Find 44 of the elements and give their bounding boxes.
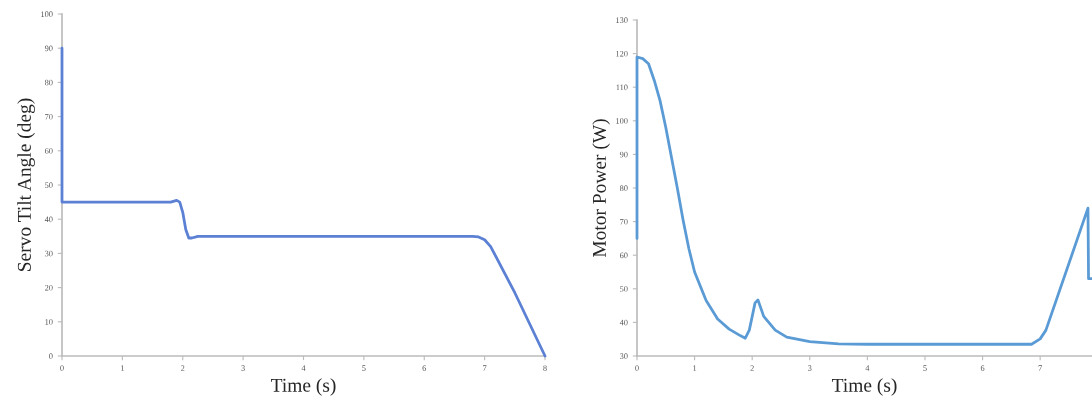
y-tick-label: 40	[44, 216, 53, 223]
x-tick-label: 8	[543, 365, 547, 371]
x-tick-label: 0	[635, 365, 639, 371]
y-tick-label: 60	[620, 252, 628, 259]
x-tick-label: 4	[865, 365, 870, 371]
y-tick-label: 30	[620, 353, 628, 359]
y-tick-label: 10	[45, 319, 53, 325]
y-tick-label: 90	[44, 45, 53, 52]
x-tick-label: 0	[60, 365, 64, 371]
x-tick-label: 6	[980, 365, 985, 371]
y-tick-label: 90	[619, 151, 628, 158]
y-tick-label: 110	[616, 84, 628, 91]
x-tick-label: 7	[483, 365, 487, 371]
line-series	[635, 55, 1092, 346]
y-tick-label: 100	[616, 118, 628, 124]
y-tick-label: 120	[616, 50, 628, 57]
y-tick-label: 60	[45, 148, 53, 154]
y-tick-label: 130	[616, 17, 628, 23]
y-tick-label: 50	[620, 286, 628, 292]
x-tick-label: 5	[362, 365, 366, 371]
x-tick-label: 7	[1038, 365, 1043, 371]
x-tick-label: 3	[808, 365, 812, 371]
x-tick-label: 2	[750, 365, 754, 371]
x-axis-title: Time (s)	[270, 378, 336, 396]
y-axis-title: Motor Power (W)	[592, 119, 610, 258]
y-tick-label: 70	[45, 113, 53, 120]
y-tick-label: 100	[41, 11, 53, 17]
y-axis-title: Servo Tilt Angle (deg)	[17, 98, 35, 271]
y-tick-label: 0	[49, 353, 53, 359]
x-axis-title: Time (s)	[831, 378, 897, 396]
y-tick-label: 30	[45, 250, 53, 257]
y-tick-label: 80	[44, 79, 53, 86]
x-tick-label: 3	[241, 365, 245, 371]
y-tick-label: 20	[45, 284, 53, 291]
x-tick-label: 4	[301, 365, 306, 371]
x-tick-label: 5	[923, 365, 927, 371]
x-tick-label: 6	[422, 365, 427, 371]
y-tick-label: 70	[620, 218, 628, 225]
y-tick-label: 50	[45, 182, 53, 188]
y-tick-label: 80	[619, 185, 628, 191]
y-tick-label: 40	[619, 319, 628, 326]
x-tick-label: 1	[693, 365, 697, 371]
x-tick-label: 1	[121, 365, 124, 371]
x-tick-label: 2	[181, 365, 185, 371]
